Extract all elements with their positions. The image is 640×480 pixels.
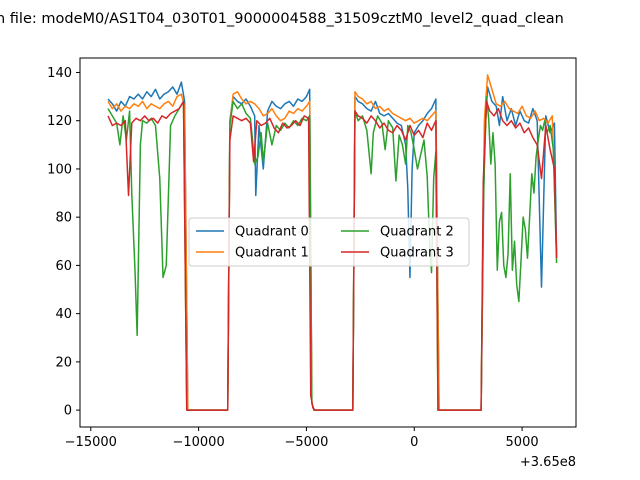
legend-label-quadrant-1: Quadrant 1 [235, 246, 309, 261]
series-line-quadrant-2 [107, 95, 558, 411]
legend-label-quadrant-3: Quadrant 3 [380, 246, 454, 261]
x-tick-label: 0 [410, 435, 418, 450]
y-tick-label: 0 [64, 404, 72, 419]
x-tick-label: −5000 [284, 435, 328, 450]
x-tick-label: −10000 [172, 435, 224, 450]
y-tick-label: 100 [47, 162, 72, 177]
series-layer [107, 74, 558, 411]
legend-box [188, 217, 470, 267]
y-tick-label: 60 [55, 259, 72, 274]
legend-label-quadrant-2: Quadrant 2 [380, 225, 454, 240]
x-tick-label: −15000 [65, 435, 117, 450]
y-tick-label: 80 [55, 211, 72, 226]
chart-title: n file: modeM0/AS1T04_030T01_9000004588_… [0, 11, 564, 27]
y-tick-label: 20 [55, 355, 72, 370]
y-tick-label: 120 [47, 114, 72, 129]
x-tick-label: 5000 [506, 435, 539, 450]
y-tick-label: 140 [47, 66, 72, 81]
y-tick-label: 40 [55, 307, 72, 322]
series-line-quadrant-3 [107, 100, 558, 411]
x-offset-label: +3.65e8 [520, 455, 576, 470]
x-axis: −15000 −10000 −5000 0 5000 [65, 427, 539, 450]
legend-label-quadrant-0: Quadrant 0 [235, 225, 309, 240]
y-axis: 0 20 40 60 80 100 120 140 [47, 66, 80, 419]
plot-frame [79, 57, 577, 428]
legend: Quadrant 0 Quadrant 1 Quadrant 2 Quadrant 3 [188, 217, 470, 267]
